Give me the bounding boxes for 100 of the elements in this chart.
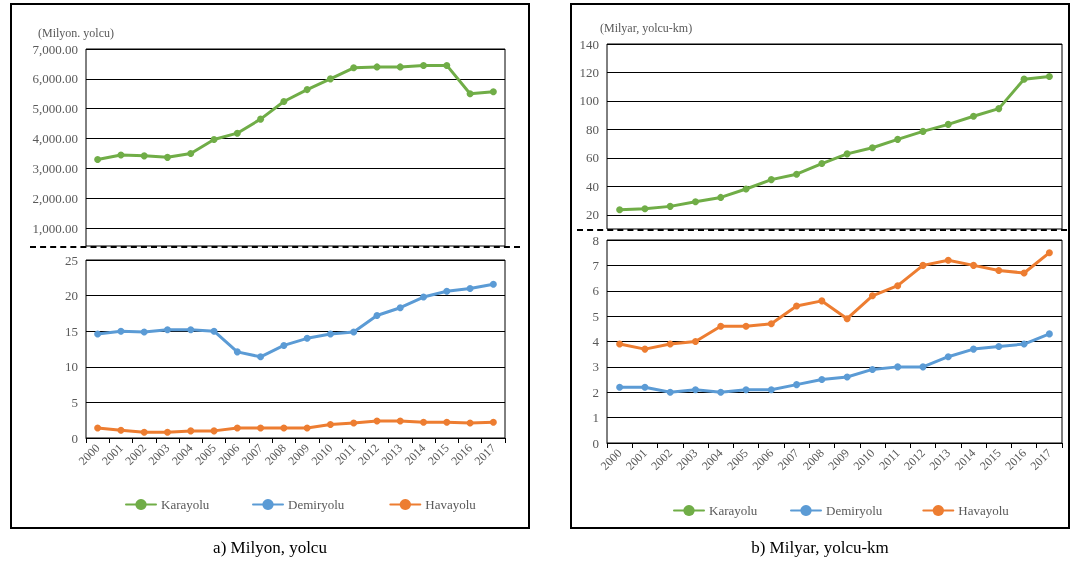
point bbox=[443, 287, 451, 295]
point bbox=[944, 120, 952, 128]
y-tick-label: 7 bbox=[592, 257, 600, 273]
point bbox=[117, 426, 125, 434]
point bbox=[233, 348, 241, 356]
point bbox=[793, 381, 801, 389]
y-tick-label: 3,000.00 bbox=[32, 160, 78, 176]
point bbox=[140, 328, 148, 336]
point bbox=[420, 293, 428, 301]
point bbox=[616, 206, 624, 214]
point bbox=[641, 383, 649, 391]
point bbox=[117, 327, 125, 335]
point bbox=[641, 205, 649, 213]
point bbox=[257, 353, 265, 361]
y-tick-label: 3 bbox=[592, 359, 599, 375]
point bbox=[793, 170, 801, 178]
point bbox=[666, 340, 674, 348]
legend-label: Karayolu bbox=[709, 503, 758, 518]
point bbox=[420, 418, 428, 426]
point bbox=[641, 345, 649, 353]
point bbox=[94, 155, 102, 163]
x-tick-label: 2011 bbox=[876, 446, 903, 473]
y-axis-title: (Milyon. yolcu) bbox=[38, 26, 114, 40]
point bbox=[843, 315, 851, 323]
point bbox=[280, 424, 288, 432]
y-tick-label: 140 bbox=[579, 36, 599, 52]
point bbox=[995, 266, 1003, 274]
point bbox=[420, 61, 428, 69]
point bbox=[818, 160, 826, 168]
y-axis-title: (Milyar, yolcu-km) bbox=[600, 21, 693, 35]
y-tick-label: 6 bbox=[592, 283, 600, 299]
point bbox=[303, 86, 311, 94]
point bbox=[944, 353, 952, 361]
point bbox=[717, 388, 725, 396]
y-tick-label: 10 bbox=[65, 359, 78, 375]
y-tick-label: 4,000.00 bbox=[32, 131, 78, 147]
point bbox=[233, 129, 241, 137]
point bbox=[868, 292, 876, 300]
point bbox=[767, 176, 775, 184]
point bbox=[489, 418, 497, 426]
point bbox=[163, 153, 171, 161]
point bbox=[691, 386, 699, 394]
point bbox=[466, 284, 474, 292]
point bbox=[894, 282, 902, 290]
point bbox=[894, 135, 902, 143]
y-tick-label: 2,000.00 bbox=[32, 190, 78, 206]
point bbox=[187, 427, 195, 435]
y-tick-label: 100 bbox=[579, 93, 599, 109]
point bbox=[443, 418, 451, 426]
point bbox=[303, 334, 311, 342]
point bbox=[944, 256, 952, 264]
point bbox=[1045, 249, 1053, 257]
point bbox=[350, 419, 358, 427]
point bbox=[326, 75, 334, 83]
point bbox=[666, 388, 674, 396]
point bbox=[970, 112, 978, 120]
point bbox=[793, 302, 801, 310]
y-tick-label: 0 bbox=[592, 435, 599, 451]
point bbox=[326, 330, 334, 338]
point bbox=[894, 363, 902, 371]
point bbox=[919, 261, 927, 269]
point bbox=[868, 365, 876, 373]
point bbox=[919, 127, 927, 135]
x-tick-label: 2001 bbox=[99, 441, 126, 468]
y-tick-label: 5 bbox=[71, 394, 78, 410]
point bbox=[489, 280, 497, 288]
y-tick-label: 1,000.00 bbox=[32, 220, 78, 236]
point bbox=[187, 149, 195, 157]
point bbox=[742, 386, 750, 394]
y-tick-label: 120 bbox=[579, 64, 599, 80]
point bbox=[350, 328, 358, 336]
y-tick-label: 8 bbox=[592, 232, 599, 248]
point bbox=[489, 88, 497, 96]
legend-label: Havayolu bbox=[958, 503, 1010, 518]
point bbox=[210, 327, 218, 335]
point bbox=[443, 61, 451, 69]
point bbox=[140, 428, 148, 436]
point bbox=[140, 152, 148, 160]
point bbox=[767, 320, 775, 328]
y-tick-label: 4 bbox=[592, 334, 600, 349]
y-tick-label: 1 bbox=[592, 410, 599, 426]
point bbox=[995, 343, 1003, 351]
point bbox=[326, 420, 334, 428]
y-tick-label: 2 bbox=[592, 384, 599, 400]
point bbox=[163, 326, 171, 334]
point bbox=[868, 144, 876, 152]
y-tick-label: 0 bbox=[71, 430, 78, 446]
point bbox=[210, 135, 218, 143]
y-tick-label: 25 bbox=[65, 252, 78, 268]
point bbox=[742, 322, 750, 330]
point bbox=[187, 326, 195, 334]
text: b) Milyar, yolcu-km bbox=[751, 538, 889, 557]
legend-label: Demiryolu bbox=[288, 497, 345, 512]
point bbox=[691, 198, 699, 206]
point bbox=[616, 383, 624, 391]
y-tick-label: 60 bbox=[586, 150, 599, 166]
point bbox=[691, 338, 699, 345]
legend-label: Karayolu bbox=[161, 497, 210, 512]
point bbox=[818, 297, 826, 305]
point bbox=[970, 345, 978, 353]
